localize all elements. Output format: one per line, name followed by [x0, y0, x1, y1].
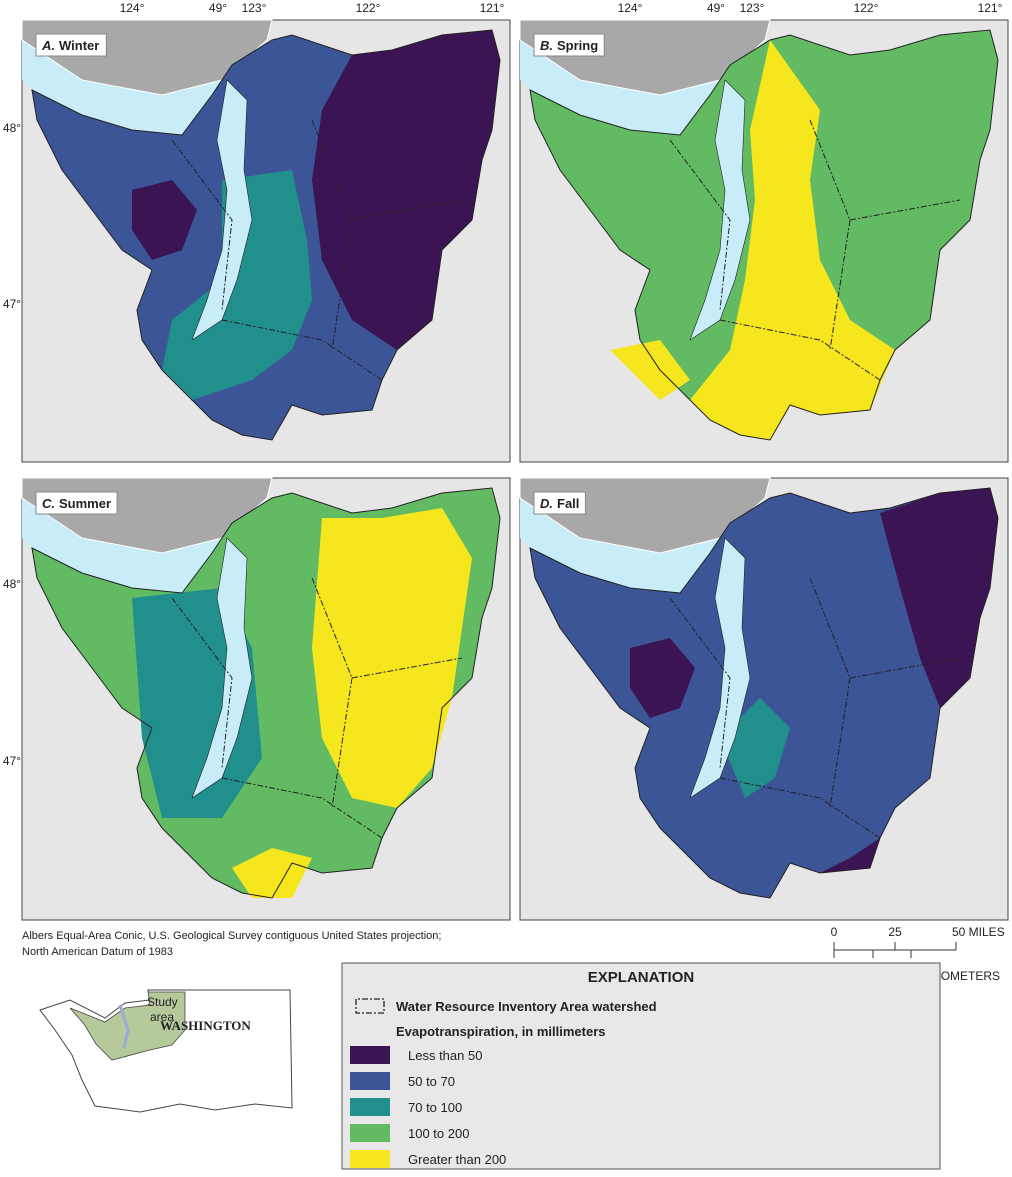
inset-map: Study area WASHINGTON — [39, 989, 293, 1113]
panel-season: Spring — [557, 38, 598, 53]
legend-swatch — [350, 1150, 390, 1168]
legend-subtitle: Evapotranspiration, in millimeters — [396, 1024, 606, 1039]
watershed-boundary — [221, 319, 383, 381]
panel-title: B. Spring — [540, 38, 598, 53]
panel-title: D. Fall — [540, 496, 579, 511]
evapotranspiration-zone — [630, 638, 695, 718]
latitude-label: 48° — [3, 577, 21, 591]
study-area-outline — [31, 29, 501, 441]
latitude-label: 47° — [3, 754, 21, 768]
evapotranspiration-zone — [232, 848, 312, 898]
evapotranspiration-zone — [132, 180, 197, 260]
watershed-boundary — [809, 119, 851, 351]
longitude-label: 123° — [242, 1, 267, 15]
watershed-boundary — [809, 577, 851, 809]
puget-sound — [689, 537, 751, 799]
evapotranspiration-zone — [162, 170, 312, 400]
scale-label: 50 MILES — [952, 925, 1005, 939]
panel-title: A. Winter — [41, 38, 99, 53]
longitude-label: 123° — [740, 1, 765, 15]
evapotranspiration-zone — [880, 488, 998, 708]
watershed-boundary — [311, 119, 353, 351]
projection-note: North American Datum of 1983 — [22, 946, 173, 958]
evapotranspiration-zone — [820, 838, 880, 873]
longitude-label: 122° — [854, 1, 879, 15]
scale-label: 0 — [831, 925, 838, 939]
map-panel: D. Fall — [519, 477, 1009, 921]
inset-label: area — [150, 1010, 174, 1024]
longitude-label: 122° — [356, 1, 381, 15]
study-area-outline — [31, 487, 501, 899]
legend: EXPLANATION Water Resource Inventory Are… — [341, 962, 941, 1170]
puget-sound — [191, 537, 253, 799]
watershed-boundary — [351, 657, 463, 679]
legend-swatch — [350, 1098, 390, 1116]
legend-label: 70 to 100 — [408, 1100, 462, 1115]
panel-title: C. Summer — [42, 496, 111, 511]
watershed-boundary — [221, 777, 383, 839]
map-panel: C. Summer — [21, 477, 511, 921]
panel-label: A. — [41, 38, 55, 53]
legend-title: EXPLANATION — [588, 969, 694, 986]
legend-label: 50 to 70 — [408, 1074, 455, 1089]
panel-label: B. — [540, 38, 553, 53]
watershed-boundary — [311, 577, 353, 809]
evapotranspiration-zone — [312, 30, 500, 350]
panel-label: D. — [540, 496, 553, 511]
evapotranspiration-zone — [312, 508, 472, 808]
legend-label: Greater than 200 — [408, 1152, 506, 1167]
evapotranspiration-zone — [530, 488, 998, 898]
inset-label: Study — [147, 995, 178, 1009]
watershed-boundary — [719, 319, 881, 381]
longitude-label: 124° — [120, 1, 145, 15]
panel-title-box — [533, 491, 586, 515]
legend-swatch — [350, 1072, 390, 1090]
legend-label: Less than 50 — [408, 1048, 482, 1063]
panel-title-box — [35, 33, 107, 57]
watershed-boundary — [719, 777, 881, 839]
evapotranspiration-zone — [690, 40, 895, 440]
panel-season: Winter — [59, 38, 99, 53]
watershed-boundary — [669, 597, 731, 769]
watershed-boundary — [669, 139, 731, 311]
longitude-label: 49° — [707, 1, 725, 15]
study-area-outline — [529, 487, 999, 899]
projection-note: Albers Equal-Area Conic, U.S. Geological… — [22, 930, 441, 942]
puget-sound — [191, 79, 253, 341]
watershed-boundary — [849, 199, 961, 221]
longitude-label: 49° — [209, 1, 227, 15]
panel-label: C. — [42, 496, 55, 511]
map-panel: B. Spring — [519, 19, 1009, 463]
panel-title-box — [35, 491, 118, 515]
study-area-outline — [529, 29, 999, 441]
panel-title-box — [533, 33, 605, 57]
watershed-boundary — [171, 597, 233, 769]
evapotranspiration-zone — [610, 340, 690, 400]
panel-season: Summer — [59, 496, 111, 511]
latitude-label: 47° — [3, 297, 21, 311]
inset-state: WASHINGTON — [160, 1018, 251, 1033]
watershed-boundary — [849, 657, 961, 679]
longitude-label: 121° — [978, 1, 1003, 15]
map-panel: A. Winter — [21, 19, 511, 463]
watershed-boundary — [351, 199, 463, 221]
longitude-label: 121° — [480, 1, 505, 15]
puget-sound — [689, 79, 751, 341]
watershed-boundary — [171, 139, 233, 311]
latitude-label: 48° — [3, 121, 21, 135]
scale-label: 25 — [888, 925, 902, 939]
legend-boundary: Water Resource Inventory Area watershed — [396, 999, 657, 1014]
legend-swatch — [350, 1124, 390, 1142]
longitude-label: 124° — [618, 1, 643, 15]
panel-season: Fall — [557, 496, 579, 511]
legend-label: 100 to 200 — [408, 1126, 469, 1141]
legend-swatch — [350, 1046, 390, 1064]
